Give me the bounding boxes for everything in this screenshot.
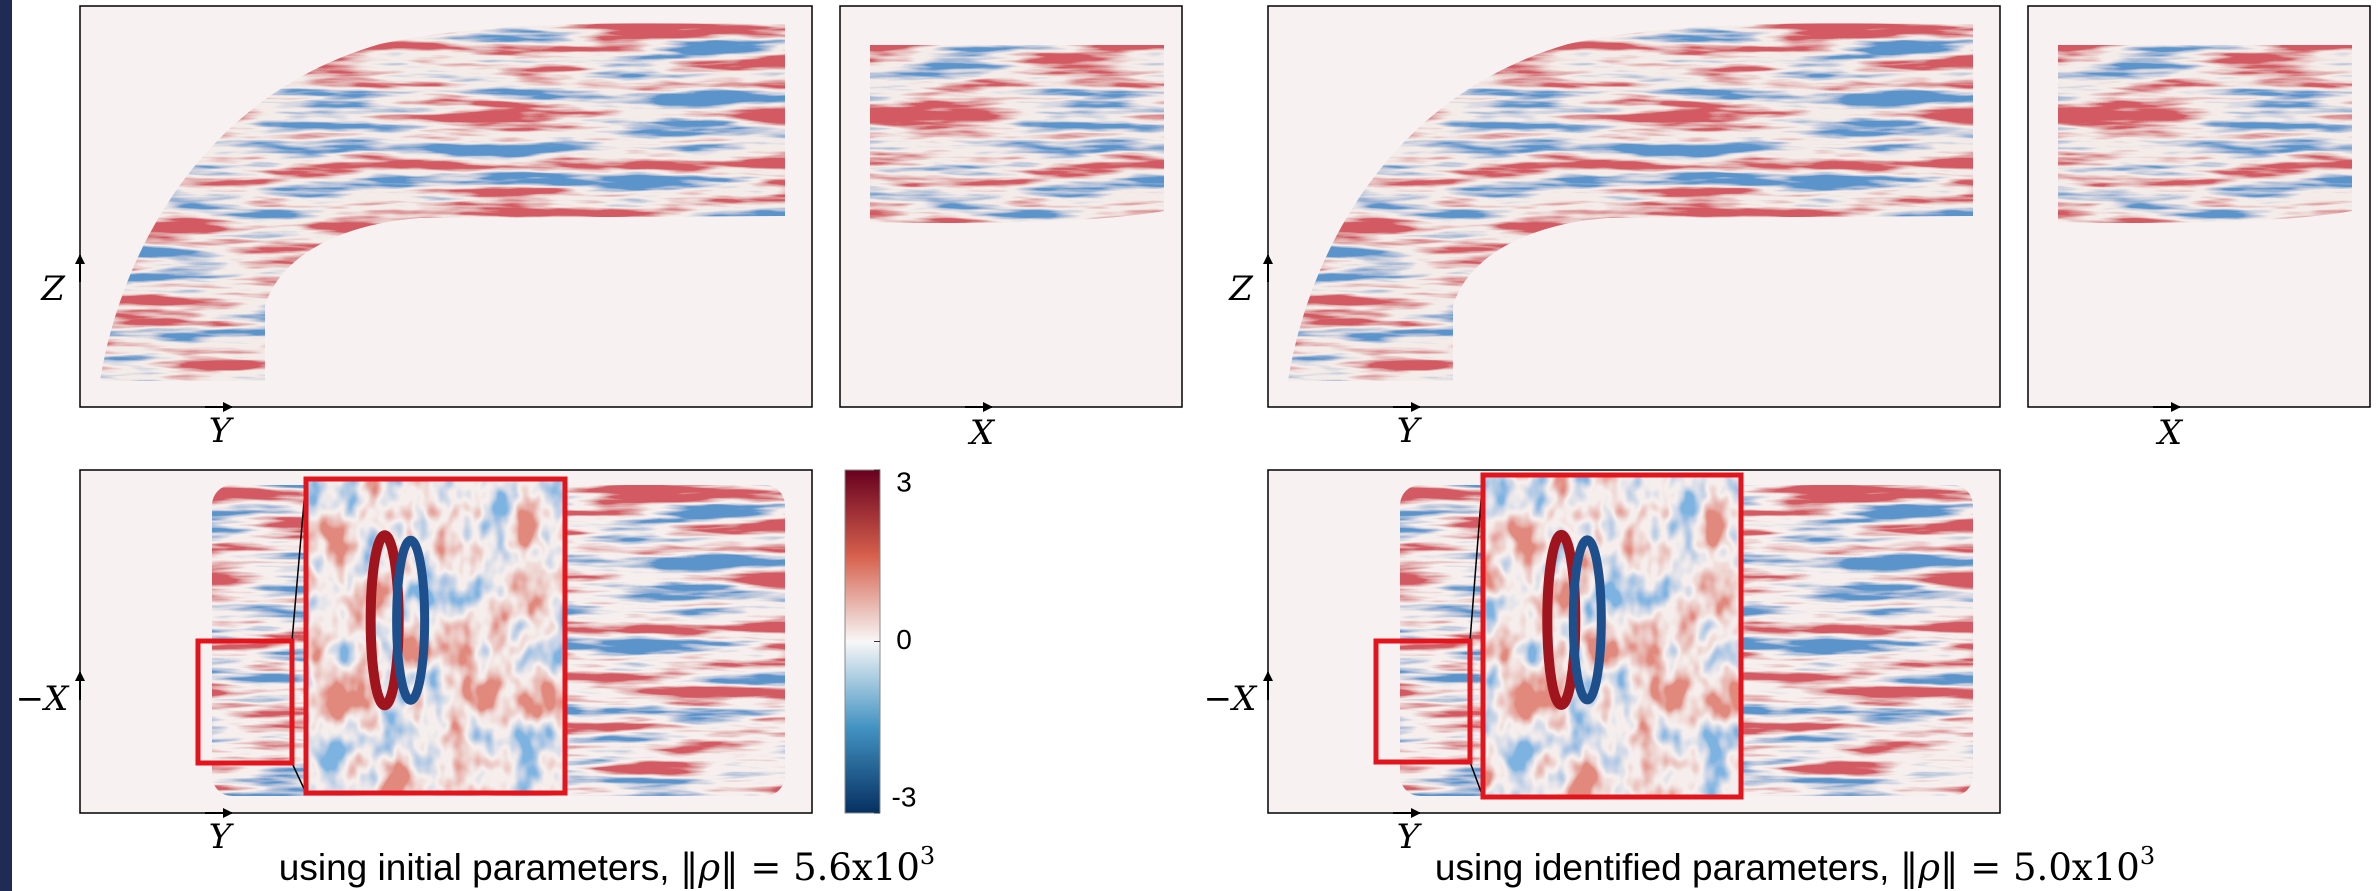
axis-label: Y: [1397, 411, 1423, 451]
caption-exponent: 3: [920, 842, 935, 870]
colorbar-tick-label: 0: [896, 624, 912, 655]
caption-exponent: 3: [2140, 842, 2155, 870]
axis-label: Y: [209, 817, 235, 857]
zoom-inset: [1483, 475, 1741, 797]
axis-label: Z: [1228, 269, 1254, 309]
side-view: [1268, 6, 2000, 407]
caption-equals: =: [1958, 846, 2013, 889]
page: {"panels": [ {"axes": {"top_left_vertica…: [0, 0, 2379, 891]
axis-label: X: [2155, 413, 2184, 453]
field-map: [870, 45, 1164, 223]
axis-label: Z: [40, 269, 66, 309]
axis-label: X: [967, 413, 996, 453]
caption-text: using identified parameters,: [1435, 847, 1900, 888]
top-view: [1268, 470, 2000, 813]
axis-label: −X: [1204, 679, 1258, 719]
axis-label: −X: [16, 679, 70, 719]
colorbar: 3 0 -3: [845, 466, 916, 813]
caption: using identified parameters, ‖ρ‖ = 5.0x1…: [1435, 842, 2155, 889]
field-map: [2058, 45, 2352, 223]
caption-value: 5.6x10: [793, 846, 920, 889]
colorbar-tick-label: 3: [896, 466, 912, 497]
axis-label: Y: [1397, 817, 1423, 857]
figure: Z Y X −X Yusing initial parameters, ‖ρ‖ = 5.…: [0, 0, 2379, 891]
caption-text: using initial parameters,: [279, 847, 680, 888]
front-view: [840, 6, 1182, 407]
caption-norm: ‖ρ‖: [1900, 846, 1959, 889]
colorbar-tick-label: -3: [892, 781, 917, 812]
top-view: [80, 470, 812, 813]
caption-equals: =: [739, 846, 794, 889]
side-strip: [0, 0, 12, 891]
axis-label: Y: [209, 411, 235, 451]
side-view: [80, 6, 812, 407]
zoom-inset: [306, 479, 565, 793]
caption-norm: ‖ρ‖: [680, 846, 739, 889]
caption-value: 5.0x10: [2013, 846, 2140, 889]
caption: using initial parameters, ‖ρ‖ = 5.6x103: [279, 842, 935, 889]
front-view: [2028, 6, 2370, 407]
